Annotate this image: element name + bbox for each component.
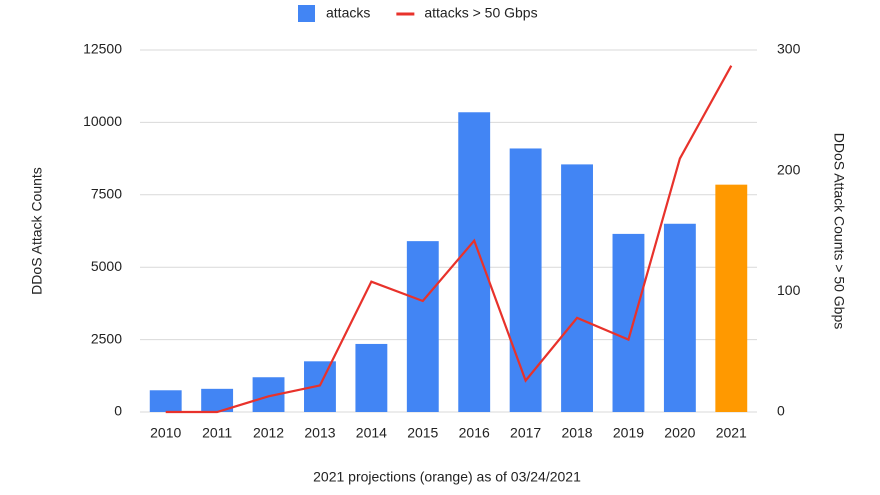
bar	[509, 148, 542, 413]
x-tick-label: 2012	[253, 425, 284, 441]
x-axis-title: 2021 projections (orange) as of 03/24/20…	[313, 469, 581, 485]
x-tick-label: 2013	[304, 425, 335, 441]
y-tick-label: 12500	[83, 41, 122, 57]
x-tick-label: 2019	[613, 425, 644, 441]
x-tick-label: 2010	[150, 425, 181, 441]
y2-axis-title: DDoS Attack Counts > 50 Gbps	[831, 133, 847, 330]
line	[165, 65, 733, 414]
y-tick-label: 7500	[91, 186, 122, 202]
y-tick-label: 10000	[83, 113, 122, 129]
x-tick-label: 2018	[561, 425, 592, 441]
x-tick-label: 2016	[459, 425, 490, 441]
y-tick-label: 2500	[91, 330, 122, 346]
x-tick-label: 2014	[356, 425, 387, 441]
y2-tick-label: 0	[777, 403, 785, 419]
y2-tick-label: 300	[777, 41, 801, 57]
bar	[715, 184, 748, 412]
x-tick-label: 2021	[716, 425, 747, 441]
bar	[612, 233, 645, 412]
x-tick-label: 2020	[664, 425, 695, 441]
y2-tick-label: 100	[777, 282, 801, 298]
bar	[663, 223, 696, 412]
bar	[149, 390, 182, 412]
bar	[201, 388, 234, 412]
bar	[406, 241, 439, 412]
y-tick-label: 0	[114, 403, 122, 419]
x-tick-label: 2011	[202, 425, 232, 441]
bar	[304, 361, 336, 412]
legend-swatch	[298, 5, 315, 22]
y-tick-label: 5000	[91, 258, 122, 274]
bar	[355, 343, 388, 412]
y2-tick-label: 200	[777, 161, 801, 177]
bar	[458, 112, 491, 412]
legend-label: attacks > 50 Gbps	[424, 5, 537, 21]
x-tick-label: 2015	[407, 425, 438, 441]
y-axis-title: DDoS Attack Counts	[29, 167, 45, 295]
x-tick-label: 2017	[510, 425, 541, 441]
bar	[561, 164, 593, 412]
legend-label: attacks	[326, 5, 370, 21]
